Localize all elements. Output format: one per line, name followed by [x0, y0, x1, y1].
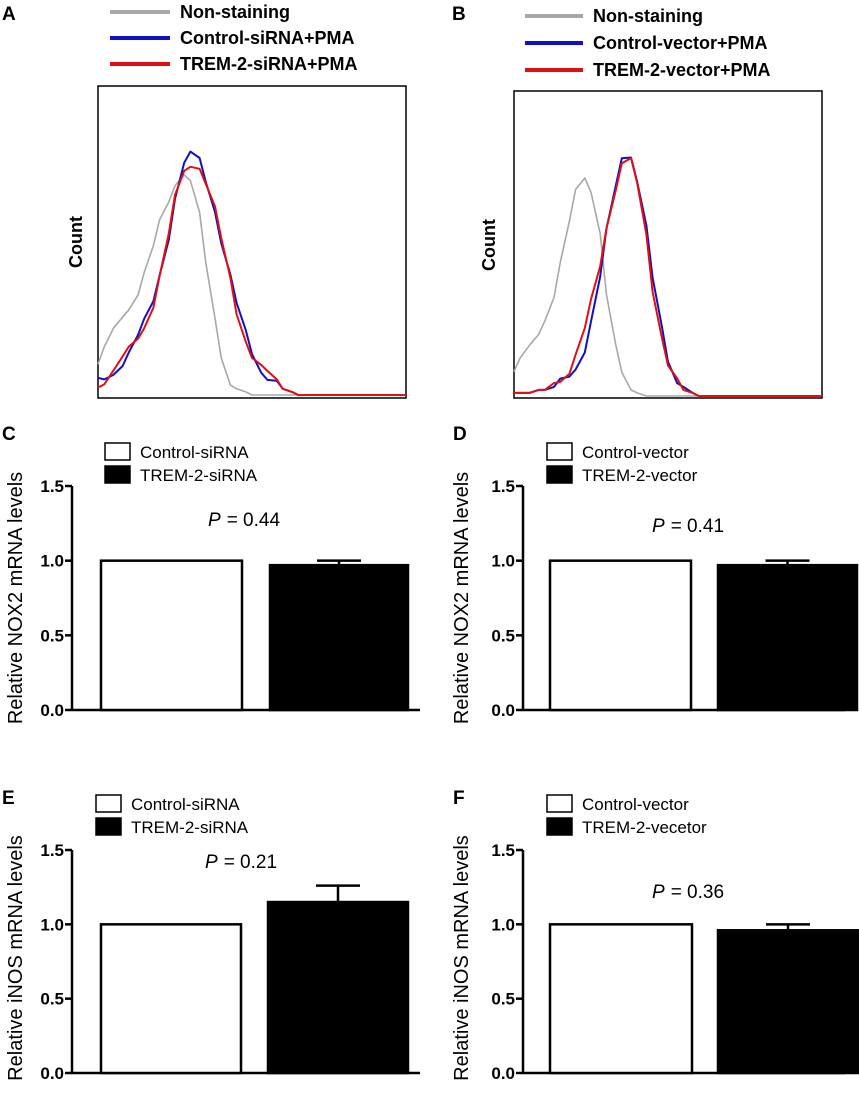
legend-swatch-d-0: [546, 442, 573, 461]
p-value-d: P = 0.41: [652, 516, 724, 537]
legend-a: Non-staining Control-siRNA+PMA TREM-2-si…: [110, 2, 358, 74]
legend-swatch-e-1: [95, 817, 122, 836]
panel-letter-c: C: [2, 424, 16, 445]
legend-label-b-1: Control-vector+PMA: [593, 33, 768, 53]
bar-e-1: [266, 900, 410, 1075]
series-group-b: [513, 156, 822, 397]
bar-f-1: [716, 929, 859, 1075]
bar-d-1: [716, 563, 859, 712]
p-symbol-f: P: [652, 882, 665, 903]
y-axis-label-f: Relative iNOS mRNA levels: [451, 835, 473, 1081]
legend-b: Non-staining Control-vector+PMA TREM-2-v…: [525, 6, 771, 80]
y-tick-label-e-0: 0.0: [40, 1064, 64, 1083]
y-tick-label-d-1: 0.5: [491, 626, 515, 645]
y-tick-label-d-3: 1.5: [491, 477, 515, 496]
y-tick-label-f-1: 0.5: [491, 990, 515, 1009]
y-axis-label-c: Relative NOX2 mRNA levels: [5, 472, 27, 724]
series-line-b-2: [514, 157, 822, 397]
y-tick-label-c-3: 1.5: [40, 477, 64, 496]
panel-letter-f: F: [453, 788, 465, 809]
legend-swatch-d-1: [546, 465, 573, 484]
p-value-text-e: = 0.21: [224, 852, 277, 873]
legend-swatch-c-1: [104, 465, 131, 484]
legend-swatch-c-0: [104, 442, 131, 461]
series-line-a-2: [97, 165, 406, 396]
p-symbol-c: P: [208, 510, 221, 531]
bar-c-1: [268, 563, 410, 712]
panel-f: F Control-vector TREM-2-vecetor Relative…: [451, 788, 859, 1083]
y-tick-label-f-2: 1.0: [491, 915, 515, 934]
legend-label-b-2: TREM-2-vector+PMA: [593, 60, 771, 80]
p-value-f: P = 0.36: [652, 882, 724, 903]
legend-label-d-1: TREM-2-vector: [582, 466, 698, 485]
bar-f-0: [548, 923, 694, 1075]
y-axis-label-d: Relative NOX2 mRNA levels: [451, 472, 473, 724]
y-tick-label-e-1: 0.5: [40, 990, 64, 1009]
legend-label-f-0: Control-vector: [582, 795, 689, 814]
panel-d: D Control-vector TREM-2-vector Relative …: [451, 424, 859, 724]
panel-e: E Control-siRNA TREM-2-siRNA Relative iN…: [2, 788, 420, 1083]
plot-frame-b: [513, 90, 823, 399]
legend-label-d-0: Control-vector: [582, 443, 689, 462]
legend-label-a-2: TREM-2-siRNA+PMA: [180, 54, 358, 74]
legend-swatch-e-0: [95, 794, 122, 813]
y-axis-label-e: Relative iNOS mRNA levels: [5, 835, 27, 1081]
panel-letter-d: D: [453, 424, 467, 445]
p-symbol-e: P: [205, 852, 218, 873]
y-axis-label-a: Count: [66, 216, 86, 268]
y-tick-label-f-0: 0.0: [491, 1064, 515, 1083]
bar-d-0: [548, 559, 693, 712]
p-value-text-d: = 0.41: [671, 516, 724, 537]
panel-c: C Control-siRNA TREM-2-siRNA Relative NO…: [2, 424, 420, 724]
panel-letter-b: B: [452, 4, 466, 25]
series-line-a-0: [97, 174, 406, 396]
legend-label-b-0: Non-staining: [593, 6, 703, 26]
p-symbol-d: P: [652, 516, 665, 537]
legend-label-f-1: TREM-2-vecetor: [582, 818, 707, 837]
legend-label-e-1: TREM-2-siRNA: [131, 818, 249, 837]
plot-frame-a: [97, 85, 407, 399]
y-tick-label-e-2: 1.0: [40, 915, 64, 934]
legend-swatch-f-0: [546, 794, 573, 813]
bar-e-0: [99, 923, 243, 1075]
panel-letter-e: E: [2, 788, 15, 809]
legend-label-e-0: Control-siRNA: [131, 795, 240, 814]
panel-letter-a: A: [2, 4, 16, 25]
series-group-a: [97, 150, 406, 396]
y-tick-label-d-0: 0.0: [491, 701, 515, 720]
y-tick-label-d-2: 1.0: [491, 552, 515, 571]
y-tick-label-c-0: 0.0: [40, 701, 64, 720]
legend-swatch-f-1: [546, 817, 573, 836]
p-value-c: P = 0.44: [208, 510, 280, 531]
y-tick-label-e-3: 1.5: [40, 841, 64, 860]
series-line-b-1: [514, 156, 822, 397]
p-value-text-f: = 0.36: [671, 882, 724, 903]
legend-label-a-1: Control-siRNA+PMA: [180, 28, 355, 48]
panel-b: B Non-staining Control-vector+PMA TREM-2…: [452, 4, 823, 399]
bar-c-0: [99, 559, 244, 712]
legend-label-a-0: Non-staining: [180, 2, 290, 22]
legend-label-c-1: TREM-2-siRNA: [140, 466, 258, 485]
legend-label-c-0: Control-siRNA: [140, 443, 249, 462]
y-tick-label-c-1: 0.5: [40, 626, 64, 645]
y-axis-label-b: Count: [479, 219, 499, 271]
y-tick-label-c-2: 1.0: [40, 552, 64, 571]
y-tick-label-f-3: 1.5: [491, 841, 515, 860]
p-value-text-c: = 0.44: [227, 510, 281, 531]
p-value-e: P = 0.21: [205, 852, 277, 873]
panel-a: A Non-staining Control-siRNA+PMA TREM-2-…: [2, 2, 407, 399]
